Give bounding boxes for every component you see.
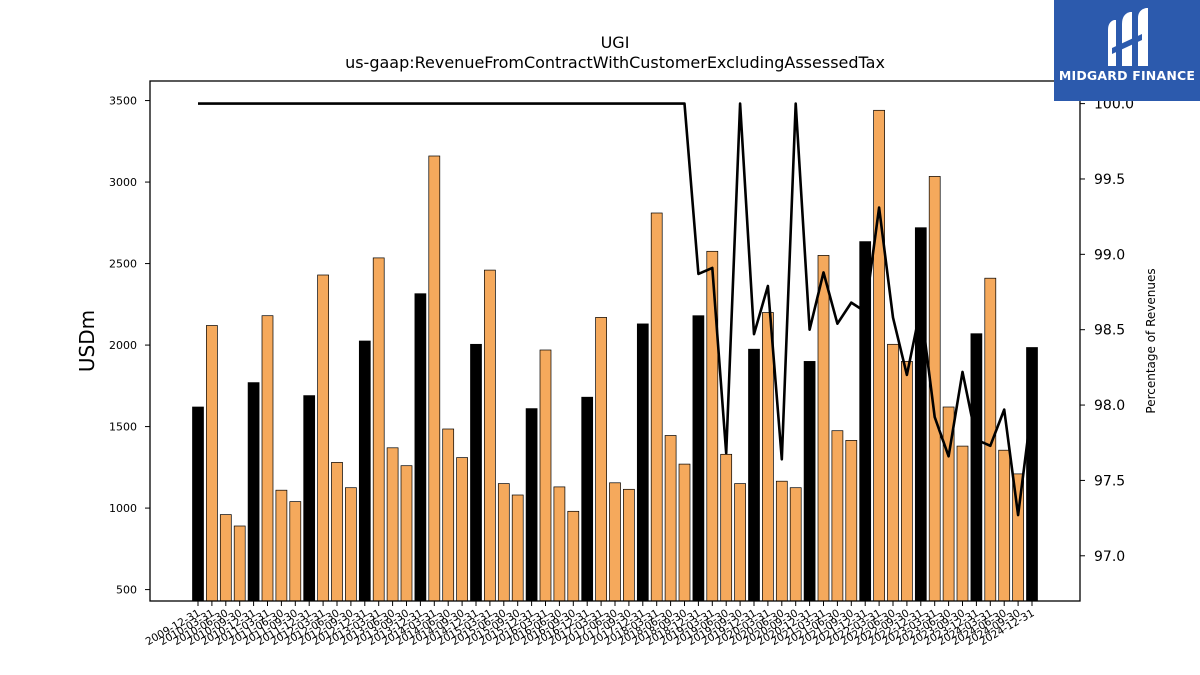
bar — [303, 395, 316, 602]
bar — [470, 343, 482, 602]
bar — [901, 361, 913, 602]
bar — [219, 514, 232, 602]
chart-subtitle: us-gaap:RevenueFromContractWithCustomerE… — [345, 53, 885, 72]
bar — [442, 428, 455, 602]
bar — [956, 445, 969, 602]
y-tick-label: 2500 — [109, 258, 137, 271]
bar — [206, 325, 218, 602]
bar — [553, 486, 566, 602]
bar — [275, 489, 288, 602]
bar — [720, 453, 733, 602]
bar — [317, 274, 329, 602]
bar — [748, 348, 760, 602]
percentage-line-series — [198, 102, 1034, 517]
y-tick-label: 2000 — [109, 339, 137, 352]
midgard-m-logo-icon — [1108, 8, 1148, 66]
bar — [192, 406, 204, 602]
bar — [831, 430, 844, 602]
bar — [1026, 347, 1038, 602]
bar-series — [192, 109, 1038, 602]
bar — [372, 257, 385, 602]
bar — [484, 269, 496, 602]
bar — [414, 293, 427, 602]
bar — [984, 277, 997, 602]
percentage-line — [198, 102, 1034, 517]
bar — [581, 396, 594, 602]
y2-axis-label: Percentage of Revenues — [1144, 268, 1158, 413]
bar — [789, 487, 802, 602]
bar — [817, 255, 830, 602]
y2-tick-label: 97.0 — [1094, 549, 1125, 565]
brand-logo: MIDGARD FINANCE — [1054, 0, 1200, 101]
y-tick-label: 3500 — [109, 95, 137, 108]
bar — [734, 483, 746, 602]
axis-ticks: 500 1000 1500 2000 2500 3000 3500 97.0 97.5 98.0 9… — [109, 95, 1134, 649]
y-tick-label: 3000 — [109, 176, 137, 189]
bar — [345, 487, 357, 602]
bar — [803, 361, 816, 602]
y2-tick-label: 99.0 — [1094, 247, 1125, 263]
bar — [331, 462, 343, 602]
bar — [998, 449, 1011, 602]
y2-tick-label: 98.0 — [1094, 398, 1125, 414]
bar — [678, 463, 691, 602]
y-tick-label: 500 — [116, 584, 137, 597]
bar — [595, 317, 607, 602]
bar — [775, 480, 788, 602]
y-axis-label: USDm — [75, 310, 99, 372]
bar — [233, 525, 246, 602]
bar — [762, 312, 774, 602]
bar — [609, 482, 621, 602]
bar — [525, 408, 538, 602]
bar — [358, 340, 371, 602]
bar — [386, 447, 399, 602]
bar — [511, 494, 524, 602]
chart-title: UGI — [601, 33, 630, 52]
bar — [567, 510, 580, 602]
bar — [289, 501, 302, 602]
logo-text: MIDGARD FINANCE — [1058, 68, 1196, 83]
y2-tick-label: 98.5 — [1094, 323, 1125, 339]
bar — [623, 488, 635, 602]
y2-tick-label: 97.5 — [1094, 473, 1125, 489]
bar — [456, 457, 468, 602]
bar — [497, 483, 510, 602]
bar — [261, 315, 274, 602]
bar — [428, 155, 441, 602]
bar — [859, 241, 872, 602]
bar — [970, 333, 983, 602]
bar — [664, 435, 677, 602]
bar — [539, 349, 552, 602]
y-tick-label: 1500 — [109, 421, 137, 434]
y2-tick-label: 99.5 — [1094, 172, 1125, 188]
bar — [650, 212, 663, 602]
bar — [636, 323, 649, 602]
bar — [692, 315, 705, 602]
bar — [914, 227, 927, 602]
bar — [247, 382, 260, 602]
bar — [887, 343, 899, 602]
plot-frame — [149, 80, 1081, 602]
y-tick-label: 1000 — [109, 502, 137, 515]
bar — [845, 440, 858, 602]
bar — [873, 109, 885, 602]
bar — [400, 465, 413, 602]
